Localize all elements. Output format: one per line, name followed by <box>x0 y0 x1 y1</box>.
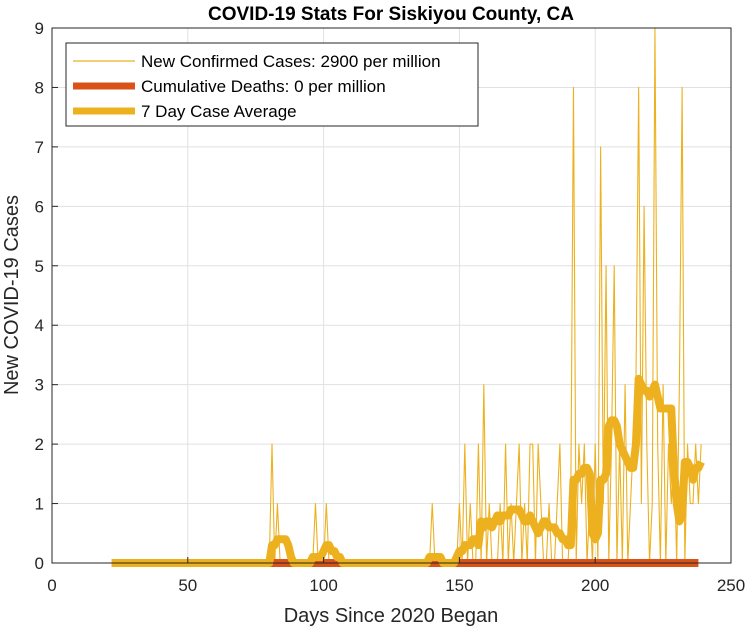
y-tick-label: 7 <box>35 138 44 157</box>
x-axis: 0 50 100 150 200 250 <box>47 557 745 595</box>
y-tick-label: 8 <box>35 78 44 97</box>
y-tick-label: 3 <box>35 376 44 395</box>
y-tick-label: 2 <box>35 435 44 454</box>
plot-frame <box>51 27 732 564</box>
y-axis-label: New COVID-19 Cases <box>1 195 23 395</box>
legend-label-new-cases: New Confirmed Cases: 2900 per million <box>141 52 441 71</box>
x-tick-label: 250 <box>717 576 745 595</box>
y-tick-label: 1 <box>35 495 44 514</box>
legend-label-7day-average: 7 Day Case Average <box>141 102 297 121</box>
series-7-day-average <box>111 374 705 567</box>
y-tick-label: 6 <box>35 197 44 216</box>
x-tick-label: 100 <box>309 576 337 595</box>
x-tick-label: 150 <box>445 576 473 595</box>
x-tick-label: 0 <box>47 576 56 595</box>
x-axis-label: Days Since 2020 Began <box>284 605 499 627</box>
legend: New Confirmed Cases: 2900 per million Cu… <box>65 42 479 127</box>
y-axis: 0 1 2 3 4 5 6 7 8 9 <box>35 19 58 573</box>
y-tick-label: 4 <box>35 316 44 335</box>
y-tick-label: 5 <box>35 257 44 276</box>
chart-title: COVID-19 Stats For Siskiyou County, CA <box>208 4 574 25</box>
x-tick-label: 50 <box>178 576 197 595</box>
y-tick-label: 0 <box>35 554 44 573</box>
x-tick-label: 200 <box>581 576 609 595</box>
legend-label-deaths: Cumulative Deaths: 0 per million <box>141 77 386 96</box>
y-tick-label: 9 <box>35 19 44 38</box>
